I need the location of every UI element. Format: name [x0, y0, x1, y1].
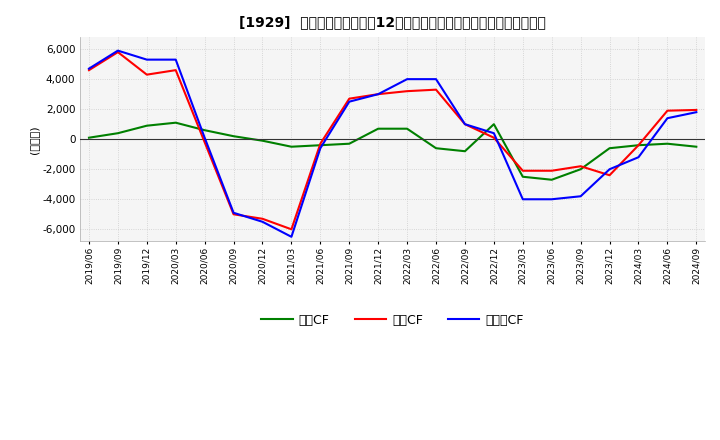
フリーCF — [461, 121, 469, 127]
フリーCF — [518, 197, 527, 202]
営業CF — [547, 168, 556, 173]
フリーCF — [143, 57, 151, 62]
投資CF — [200, 128, 209, 133]
投資CF — [258, 138, 267, 143]
投資CF — [402, 126, 411, 132]
営業CF — [402, 88, 411, 94]
フリーCF — [287, 234, 296, 239]
投資CF — [663, 141, 672, 147]
営業CF — [692, 107, 701, 113]
営業CF — [287, 227, 296, 232]
Legend: 投資CF, 営業CF, フリーCF: 投資CF, 営業CF, フリーCF — [256, 309, 529, 332]
フリーCF — [85, 66, 94, 71]
投資CF — [316, 143, 325, 148]
投資CF — [287, 144, 296, 149]
営業CF — [258, 216, 267, 221]
フリーCF — [547, 197, 556, 202]
投資CF — [606, 146, 614, 151]
投資CF — [143, 123, 151, 128]
営業CF — [576, 164, 585, 169]
営業CF — [114, 49, 122, 55]
Y-axis label: (百万円): (百万円) — [30, 125, 40, 154]
営業CF — [200, 139, 209, 145]
営業CF — [374, 92, 382, 97]
フリーCF — [606, 167, 614, 172]
フリーCF — [114, 48, 122, 53]
フリーCF — [200, 135, 209, 140]
投資CF — [461, 149, 469, 154]
投資CF — [490, 121, 498, 127]
営業CF — [634, 143, 643, 148]
フリーCF — [258, 219, 267, 224]
フリーCF — [345, 99, 354, 104]
営業CF — [229, 212, 238, 217]
フリーCF — [663, 116, 672, 121]
フリーCF — [374, 92, 382, 97]
投資CF — [432, 146, 441, 151]
フリーCF — [171, 57, 180, 62]
Line: フリーCF: フリーCF — [89, 51, 696, 237]
営業CF — [461, 121, 469, 127]
フリーCF — [692, 110, 701, 115]
営業CF — [85, 67, 94, 73]
投資CF — [547, 177, 556, 183]
営業CF — [432, 87, 441, 92]
営業CF — [316, 141, 325, 147]
フリーCF — [316, 146, 325, 151]
営業CF — [663, 108, 672, 114]
フリーCF — [576, 194, 585, 199]
投資CF — [85, 135, 94, 140]
投資CF — [171, 120, 180, 125]
営業CF — [345, 96, 354, 101]
投資CF — [345, 141, 354, 147]
フリーCF — [490, 131, 498, 136]
フリーCF — [402, 77, 411, 82]
営業CF — [143, 72, 151, 77]
フリーCF — [634, 154, 643, 160]
投資CF — [518, 174, 527, 180]
投資CF — [634, 143, 643, 148]
フリーCF — [432, 77, 441, 82]
投資CF — [374, 126, 382, 132]
Title: [1929]  キャッシュフローの12か月移動合計の対前年同期増減額の推移: [1929] キャッシュフローの12か月移動合計の対前年同期増減額の推移 — [239, 15, 546, 29]
営業CF — [490, 135, 498, 140]
Line: 投資CF: 投資CF — [89, 123, 696, 180]
投資CF — [114, 131, 122, 136]
営業CF — [606, 172, 614, 178]
投資CF — [692, 144, 701, 149]
営業CF — [171, 67, 180, 73]
Line: 営業CF: 営業CF — [89, 52, 696, 229]
営業CF — [518, 168, 527, 173]
フリーCF — [229, 210, 238, 216]
投資CF — [576, 167, 585, 172]
投資CF — [229, 134, 238, 139]
